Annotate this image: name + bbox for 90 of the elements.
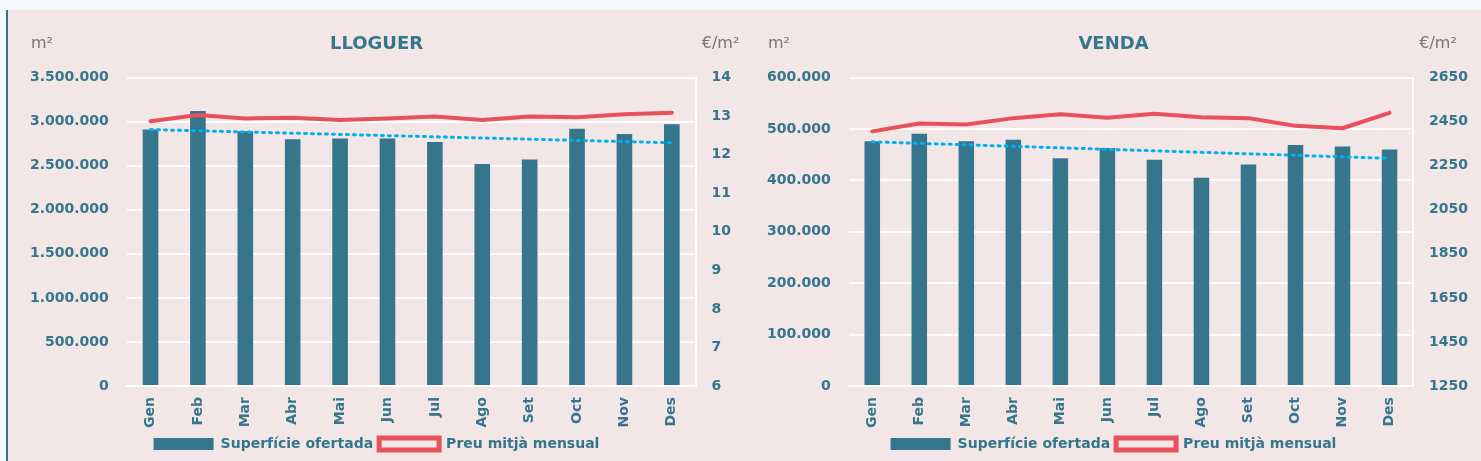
y2-tick-label: 1450 <box>1429 332 1469 349</box>
y2-tick-label: 1250 <box>1429 376 1469 393</box>
chart-title: LLOGUER <box>329 32 424 54</box>
legend-label: Superfície ofertada <box>957 434 1111 451</box>
bar <box>521 159 538 386</box>
x-tick-label: Ago <box>1192 396 1209 428</box>
y2-tick-label: 13 <box>711 106 731 123</box>
x-tick-label: Jun <box>1098 397 1115 424</box>
bar <box>1193 177 1210 386</box>
legend-label: Superfície ofertada <box>220 434 374 451</box>
bar <box>332 138 348 386</box>
y2-tick-label: 1650 <box>1429 288 1469 305</box>
y2-tick-label: 14 <box>711 68 732 85</box>
y2-tick-label: 9 <box>711 261 722 278</box>
bar <box>664 124 680 386</box>
y-tick-label: 1.000.000 <box>30 288 110 305</box>
bar <box>1146 159 1163 386</box>
x-tick-label: Mai <box>330 397 347 426</box>
bar <box>1381 149 1398 386</box>
x-tick-label: Nov <box>615 397 632 428</box>
bar <box>1334 146 1351 386</box>
y-tick-label: 0 <box>99 376 110 393</box>
x-tick-label: Mai <box>1051 397 1068 426</box>
y-tick-label: 600.000 <box>767 68 832 85</box>
x-tick-label: Oct <box>567 396 584 424</box>
x-tick-label: Gen <box>862 397 879 428</box>
y-tick-label: 3.500.000 <box>30 68 110 85</box>
x-tick-label: Feb <box>909 397 926 426</box>
y2-tick-label: 10 <box>711 222 732 239</box>
x-tick-label: Oct <box>1286 396 1303 424</box>
bar <box>142 129 159 386</box>
y-tick-label: 3.000.000 <box>30 112 110 129</box>
y2-tick-label: 2650 <box>1429 68 1469 85</box>
x-tick-label: Gen <box>141 397 158 428</box>
y2-tick-label: 8 <box>711 299 722 316</box>
x-tick-label: Jul <box>1145 397 1162 419</box>
x-tick-label: Jun <box>378 397 395 424</box>
bar <box>616 134 633 386</box>
y-axis-title: m² <box>31 32 53 52</box>
y2-tick-label: 6 <box>711 376 722 393</box>
legend-label: Preu mitjà mensual <box>446 434 600 451</box>
bar <box>379 138 396 386</box>
y2-tick-label: 12 <box>711 145 731 162</box>
x-tick-label: Des <box>662 397 679 427</box>
y-tick-label: 200.000 <box>767 273 832 290</box>
x-tick-label: Mar <box>956 396 973 428</box>
x-tick-label: Jul <box>425 397 442 419</box>
bar <box>284 139 301 386</box>
y2-axis-title: €/m² <box>701 32 740 52</box>
y-axis-title: m² <box>768 32 790 52</box>
x-tick-label: Feb <box>188 397 205 426</box>
y-tick-label: 300.000 <box>767 222 832 239</box>
x-tick-label: Des <box>1380 397 1397 427</box>
y-tick-label: 400.000 <box>767 171 832 188</box>
y-tick-label: 2.500.000 <box>30 156 110 173</box>
bar <box>474 163 491 386</box>
y2-axis-title: €/m² <box>1419 32 1457 52</box>
y2-tick-label: 11 <box>711 183 731 200</box>
x-tick-label: Abr <box>1003 396 1020 425</box>
y-tick-label: 2.000.000 <box>30 200 110 217</box>
x-tick-label: Nov <box>1333 397 1350 428</box>
bar <box>864 141 881 386</box>
y2-tick-label: 2050 <box>1429 200 1469 217</box>
x-tick-label: Ago <box>472 396 489 428</box>
bar <box>427 141 443 386</box>
bar <box>1052 158 1069 386</box>
y-tick-label: 500.000 <box>45 332 110 349</box>
bar <box>911 133 928 386</box>
y-tick-label: 100.000 <box>767 325 832 342</box>
y-tick-label: 0 <box>821 376 832 393</box>
y2-tick-label: 7 <box>711 338 722 355</box>
x-tick-label: Set <box>520 396 537 424</box>
bar <box>1099 148 1116 386</box>
bar <box>1287 144 1304 386</box>
bar <box>237 131 254 386</box>
bar <box>190 111 206 386</box>
x-tick-label: Abr <box>283 396 300 425</box>
chart-title: VENDA <box>1078 32 1149 54</box>
y-tick-label: 500.000 <box>767 119 832 136</box>
x-tick-label: Set <box>1239 396 1256 424</box>
y2-tick-label: 2250 <box>1429 156 1469 173</box>
bar <box>1005 139 1022 386</box>
bar <box>1240 164 1257 386</box>
x-tick-label: Mar <box>235 396 252 428</box>
legend-label: Preu mitjà mensual <box>1183 434 1337 451</box>
y2-tick-label: 1850 <box>1429 244 1469 261</box>
bar <box>958 141 975 386</box>
y2-tick-label: 2450 <box>1429 112 1469 129</box>
bar <box>569 128 585 386</box>
y-tick-label: 1.500.000 <box>30 244 110 261</box>
